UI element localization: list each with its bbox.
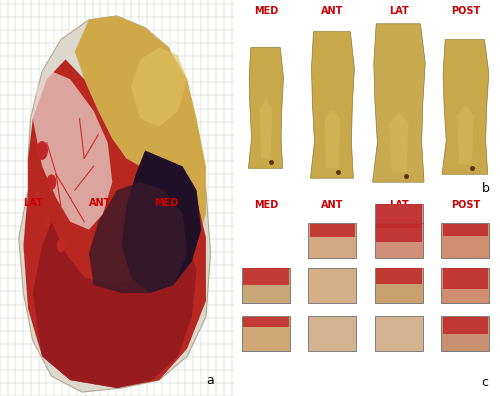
- FancyBboxPatch shape: [244, 268, 288, 285]
- Text: LAT: LAT: [24, 198, 43, 208]
- Text: LAT: LAT: [389, 200, 409, 210]
- Polygon shape: [310, 32, 354, 178]
- Polygon shape: [457, 105, 474, 164]
- Text: POST: POST: [451, 200, 480, 210]
- FancyBboxPatch shape: [310, 224, 355, 237]
- Text: MED: MED: [254, 6, 278, 16]
- Text: a: a: [206, 374, 214, 387]
- Circle shape: [44, 217, 50, 227]
- FancyBboxPatch shape: [244, 317, 288, 327]
- Circle shape: [48, 175, 56, 189]
- Polygon shape: [122, 150, 201, 293]
- FancyBboxPatch shape: [375, 204, 423, 239]
- Circle shape: [34, 192, 41, 204]
- Polygon shape: [33, 222, 196, 388]
- FancyBboxPatch shape: [242, 316, 290, 351]
- FancyBboxPatch shape: [308, 316, 356, 351]
- Polygon shape: [248, 48, 284, 168]
- Text: c: c: [482, 376, 488, 389]
- Polygon shape: [75, 16, 206, 246]
- Circle shape: [37, 142, 48, 159]
- FancyBboxPatch shape: [442, 223, 490, 258]
- Text: b: b: [482, 182, 490, 195]
- Text: POST: POST: [451, 6, 480, 16]
- Text: ANT: ANT: [89, 198, 112, 208]
- FancyBboxPatch shape: [242, 268, 290, 303]
- Text: LAT: LAT: [389, 6, 409, 16]
- Text: ANT: ANT: [321, 200, 344, 210]
- Text: ANT: ANT: [321, 6, 344, 16]
- Text: MED: MED: [154, 198, 178, 208]
- Polygon shape: [260, 99, 272, 158]
- Polygon shape: [18, 16, 210, 392]
- Polygon shape: [324, 109, 340, 168]
- FancyBboxPatch shape: [375, 316, 423, 351]
- FancyBboxPatch shape: [442, 268, 490, 303]
- FancyBboxPatch shape: [376, 268, 422, 284]
- FancyBboxPatch shape: [442, 316, 490, 351]
- FancyBboxPatch shape: [375, 268, 423, 303]
- FancyBboxPatch shape: [308, 268, 356, 303]
- Polygon shape: [390, 113, 408, 172]
- FancyBboxPatch shape: [308, 223, 356, 258]
- FancyBboxPatch shape: [443, 268, 488, 289]
- FancyBboxPatch shape: [443, 317, 488, 334]
- FancyBboxPatch shape: [376, 224, 422, 242]
- Polygon shape: [89, 182, 187, 293]
- Polygon shape: [33, 71, 112, 230]
- Circle shape: [58, 240, 64, 251]
- FancyBboxPatch shape: [375, 223, 423, 258]
- FancyBboxPatch shape: [443, 224, 488, 236]
- FancyBboxPatch shape: [376, 204, 422, 228]
- Polygon shape: [442, 40, 489, 174]
- Polygon shape: [372, 24, 426, 182]
- Text: MED: MED: [254, 200, 278, 210]
- Polygon shape: [131, 48, 187, 127]
- Polygon shape: [24, 59, 206, 388]
